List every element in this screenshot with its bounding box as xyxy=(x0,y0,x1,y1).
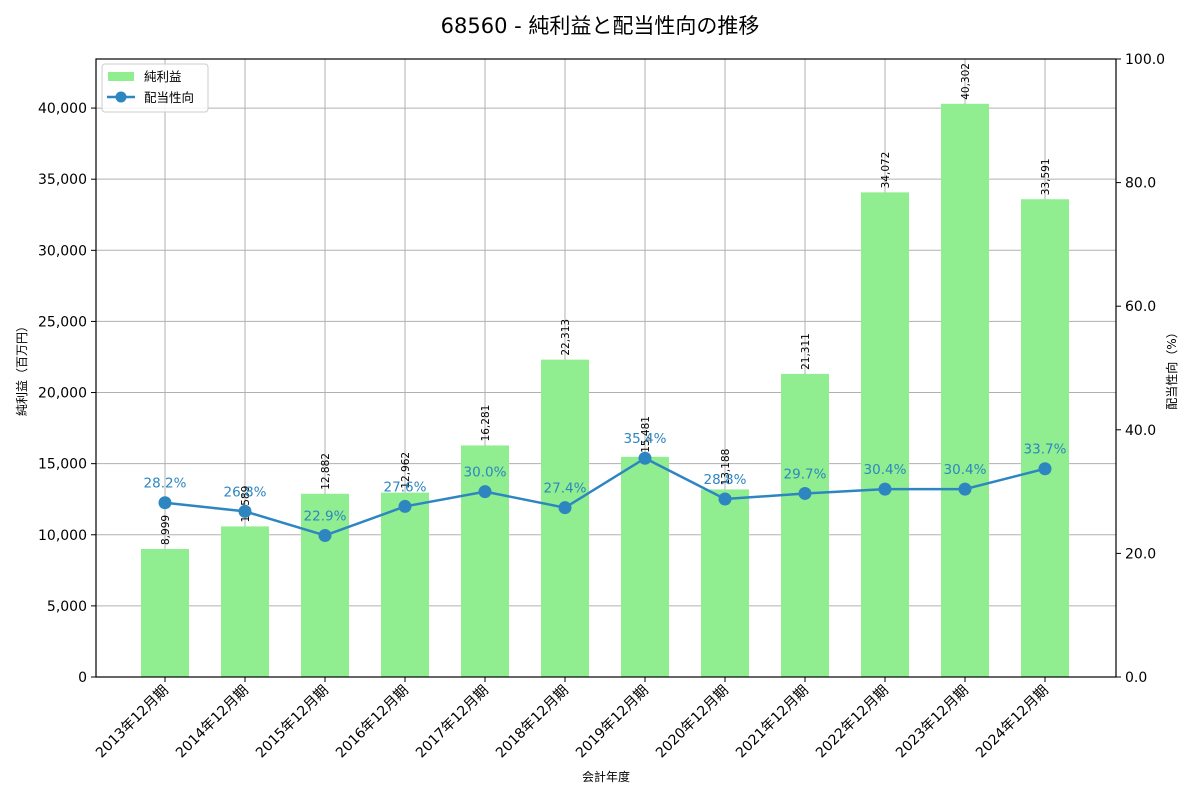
y2-tick-label: 60.0 xyxy=(1125,299,1156,315)
y-tick-label: 20,000 xyxy=(38,386,87,402)
bar-value-label: 16,281 xyxy=(480,405,492,442)
x-tick-label: 2014年12月期 xyxy=(173,683,252,762)
payout-ratio-label: 35.4% xyxy=(624,431,667,447)
bar-value-label: 21,311 xyxy=(800,333,812,370)
payout-ratio-label: 29.7% xyxy=(784,466,827,482)
payout-ratio-label: 27.6% xyxy=(384,479,427,495)
legend-bar-swatch xyxy=(108,72,134,81)
x-tick-label: 2017年12月期 xyxy=(413,683,492,762)
payout-ratio-marker xyxy=(1038,462,1052,476)
payout-ratio-marker xyxy=(318,528,332,542)
payout-ratio-marker xyxy=(718,492,732,506)
y-tick-label: 0 xyxy=(78,670,87,686)
y2-tick-label: 0.0 xyxy=(1125,670,1147,686)
payout-ratio-marker xyxy=(878,482,892,496)
payout-ratio-marker xyxy=(638,451,652,465)
payout-ratio-label: 22.9% xyxy=(304,508,347,524)
bar-net-income xyxy=(221,526,269,677)
x-tick-label: 2022年12月期 xyxy=(813,683,892,762)
y2-axis-title: 配当性向（%） xyxy=(1164,326,1179,409)
legend-bar-label: 純利益 xyxy=(144,69,182,84)
payout-ratio-marker xyxy=(238,504,252,518)
x-tick-label: 2016年12月期 xyxy=(333,683,412,762)
bar-net-income xyxy=(941,103,989,677)
bar-value-label: 34,072 xyxy=(880,152,892,189)
payout-ratio-marker xyxy=(958,482,972,496)
payout-ratio-label: 33.7% xyxy=(1024,442,1067,458)
plot-frame xyxy=(95,58,1117,678)
y2-tick-label: 80.0 xyxy=(1125,176,1156,192)
y-tick-label: 5,000 xyxy=(47,599,87,615)
bar-value-label: 13,188 xyxy=(720,449,732,486)
bar-net-income xyxy=(781,373,829,677)
bar-value-label: 12,882 xyxy=(320,453,332,490)
payout-ratio-label: 28.8% xyxy=(704,472,747,488)
bar-net-income xyxy=(621,456,669,677)
bar-net-income xyxy=(861,192,909,677)
payout-ratio-label: 28.2% xyxy=(144,476,187,492)
payout-ratio-label: 27.4% xyxy=(544,481,587,497)
bar-value-label: 22,313 xyxy=(560,319,572,356)
x-tick-label: 2023年12月期 xyxy=(893,683,972,762)
x-tick-label: 2021年12月期 xyxy=(733,683,812,762)
bar-net-income xyxy=(701,489,749,677)
x-tick-label: 2020年12月期 xyxy=(653,683,732,762)
x-tick-label: 2018年12月期 xyxy=(493,683,572,762)
payout-ratio-label: 30.0% xyxy=(464,465,507,481)
bar-value-label: 33,591 xyxy=(1040,158,1052,195)
bar-value-label: 15,481 xyxy=(640,416,652,453)
x-tick-label: 2024年12月期 xyxy=(973,683,1052,762)
bar-net-income xyxy=(141,549,189,677)
payout-ratio-marker xyxy=(798,486,812,500)
x-axis-title: 会計年度 xyxy=(582,769,630,784)
payout-ratio-marker xyxy=(398,499,412,513)
y2-tick-label: 100.0 xyxy=(1125,52,1165,68)
legend-line-marker xyxy=(115,91,127,103)
payout-ratio-label: 30.4% xyxy=(944,462,987,478)
bar-value-label: 8,999 xyxy=(160,515,172,545)
chart-title: 68560 - 純利益と配当性向の推移 xyxy=(440,14,760,38)
bar-net-income xyxy=(461,445,509,677)
payout-ratio-label: 30.4% xyxy=(864,462,907,478)
y-tick-label: 10,000 xyxy=(38,528,87,544)
payout-ratio-marker xyxy=(158,496,172,510)
bar-net-income xyxy=(381,492,429,677)
bar-net-income xyxy=(301,493,349,677)
x-tick-label: 2019年12月期 xyxy=(573,683,652,762)
payout-ratio-label: 26.8% xyxy=(224,484,267,500)
payout-ratio-marker xyxy=(478,485,492,499)
payout-ratio-line xyxy=(164,456,1046,537)
y-tick-label: 15,000 xyxy=(38,457,87,473)
x-tick-label: 2013年12月期 xyxy=(93,683,172,762)
bar-value-label: 12,962 xyxy=(400,452,412,489)
y-tick-label: 25,000 xyxy=(38,314,87,330)
y-tick-label: 40,000 xyxy=(38,101,87,117)
y2-tick-label: 20.0 xyxy=(1125,546,1156,562)
x-tick-label: 2015年12月期 xyxy=(253,683,332,762)
legend-line-label: 配当性向 xyxy=(144,90,194,105)
payout-ratio-marker xyxy=(558,501,572,515)
y2-tick-label: 40.0 xyxy=(1125,423,1156,439)
y-tick-label: 35,000 xyxy=(38,172,87,188)
bar-net-income xyxy=(1021,199,1069,677)
y-axis-title: 純利益（百万円） xyxy=(15,320,29,416)
bar-net-income xyxy=(541,359,589,677)
y-tick-label: 30,000 xyxy=(38,243,87,259)
bar-value-label: 40,302 xyxy=(960,63,972,100)
